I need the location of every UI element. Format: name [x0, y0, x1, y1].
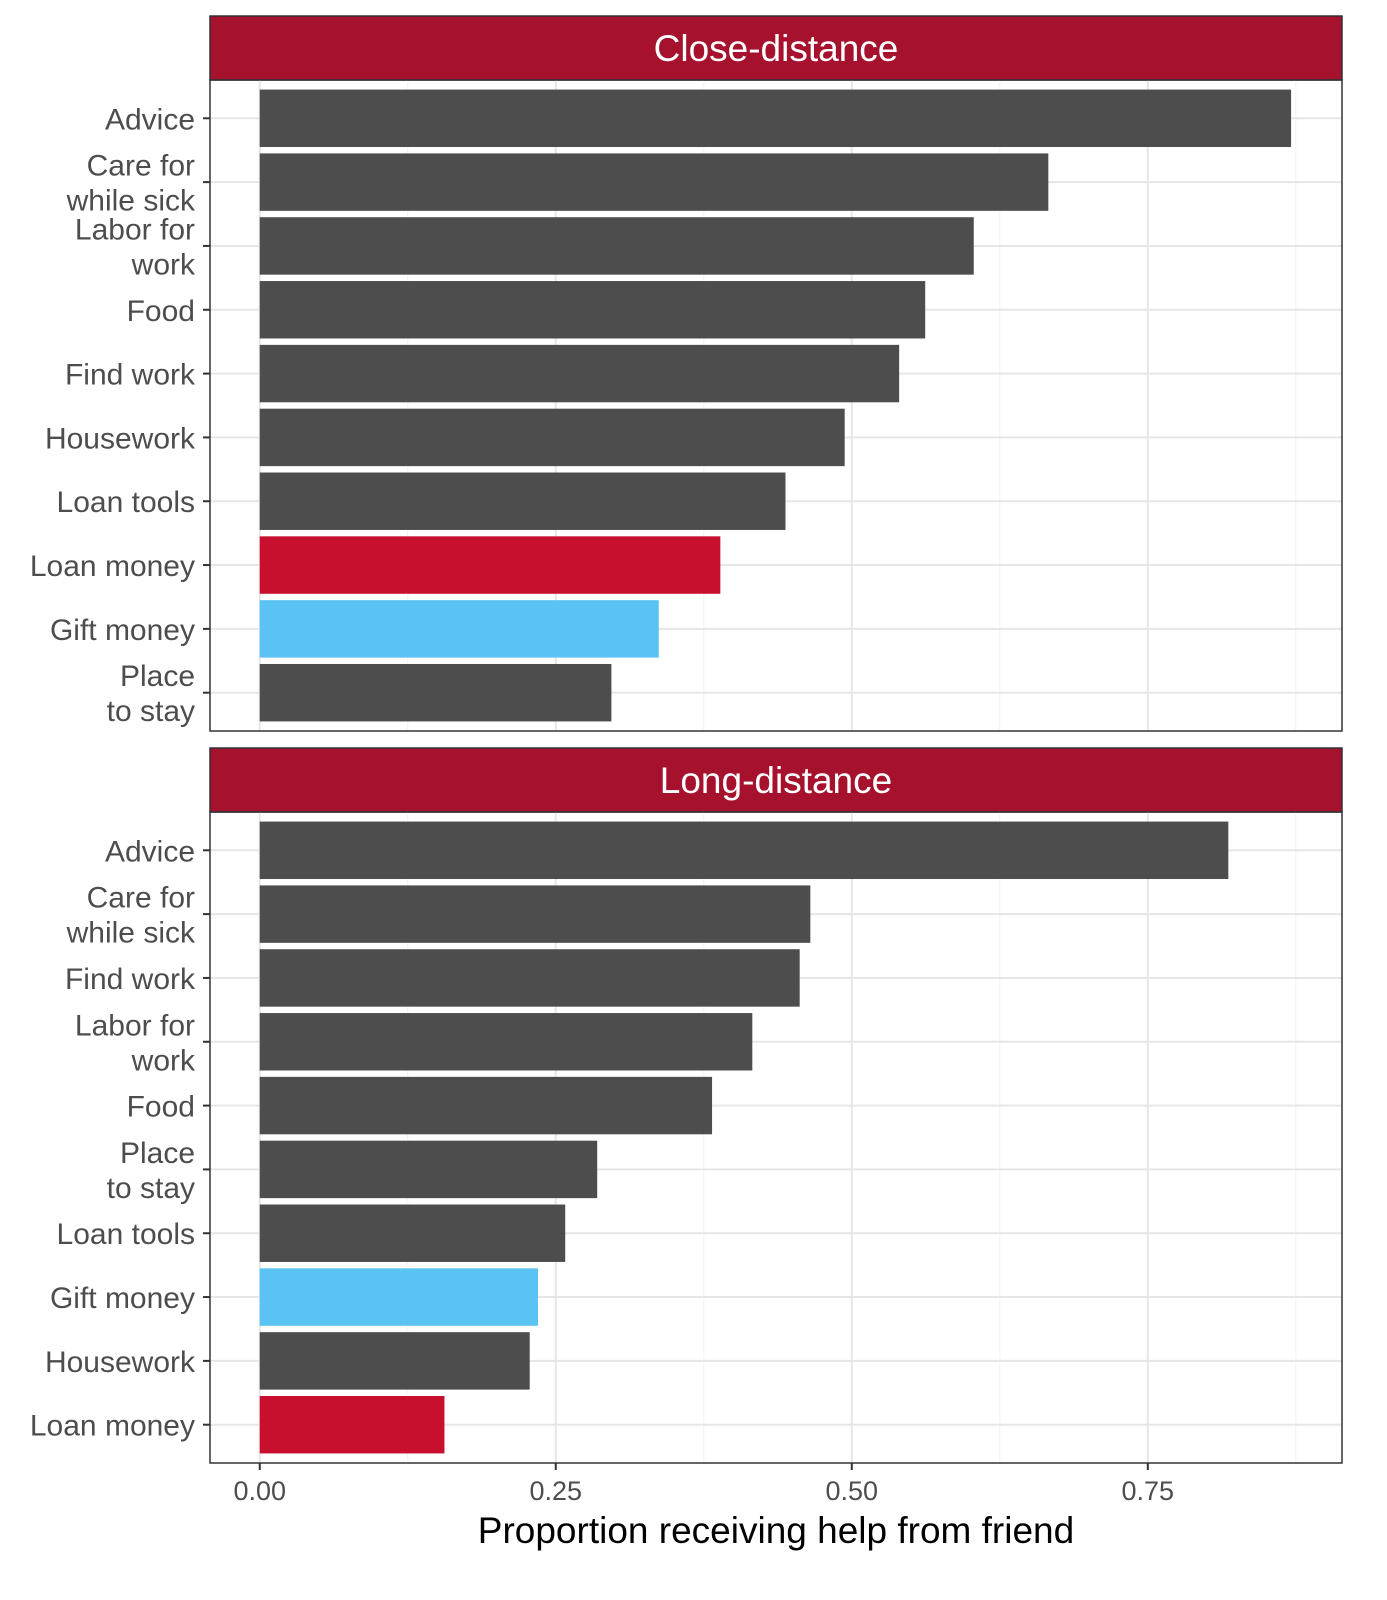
bar-place-to-stay [259, 1140, 598, 1199]
bar-housework [259, 408, 845, 467]
y-tick-label: Food [127, 1091, 195, 1124]
x-tick-label: 0.50 [826, 1476, 879, 1506]
y-tick-label: Advice [105, 103, 195, 136]
x-tick-label: 0.75 [1122, 1476, 1175, 1506]
y-tick-label: Loan money [30, 550, 195, 583]
bar-loan-money [259, 1395, 445, 1454]
y-tick-label: Housework [45, 422, 196, 455]
y-tick-label: Place to stay [107, 1137, 195, 1205]
facet-title: Close-distance [654, 28, 899, 69]
x-axis: 0.00 0.25 0.50 0.75 [233, 1463, 1174, 1506]
panel-1: Close-distance Advice Care for while sickLa… [30, 15, 1343, 732]
bar-care-for-while-sick [259, 153, 1049, 211]
bar-gift-money [259, 1268, 538, 1326]
y-tick-label: Gift money [50, 614, 195, 647]
y-tick-label: Loan money [30, 1410, 195, 1443]
bar-find-work [259, 344, 900, 403]
bar-find-work [259, 949, 800, 1007]
bar-care-for-while-sick [259, 885, 811, 943]
y-tick-label: Find work [65, 963, 196, 996]
bar-labor-for-work [259, 217, 974, 275]
bar-place-to-stay [259, 663, 612, 722]
bar-housework [259, 1332, 530, 1390]
bar-advice [259, 89, 1292, 148]
panel-border [209, 811, 1343, 1464]
y-tick-label: Care for while sick [66, 150, 196, 218]
bar-gift-money [259, 600, 659, 658]
bar-advice [259, 821, 1229, 880]
panel-border [209, 79, 1343, 732]
y-tick-label: Housework [45, 1346, 196, 1379]
y-tick-label: Gift money [50, 1282, 195, 1315]
bar-loan-tools [259, 1204, 566, 1262]
y-tick-label: Place to stay [107, 660, 195, 728]
x-axis-title: Proportion receiving help from friend [478, 1510, 1074, 1551]
panel-2: Long-distance Advice Care for while sick Fin… [30, 747, 1343, 1464]
y-tick-label: Labor for work [75, 213, 196, 281]
y-tick-label: Care for while sick [66, 882, 196, 950]
y-tick-label: Loan tools [57, 486, 195, 519]
bar-food [259, 1076, 713, 1135]
y-tick-label: Advice [105, 835, 195, 868]
x-tick-label: 0.25 [529, 1476, 582, 1506]
bar-loan-tools [259, 472, 786, 530]
y-tick-label: Food [127, 295, 195, 328]
bar-labor-for-work [259, 1013, 753, 1071]
facet-strip [209, 15, 1343, 81]
facet-title: Long-distance [660, 760, 892, 801]
bar-loan-money [259, 536, 721, 594]
bar-food [259, 281, 926, 339]
y-tick-label: Loan tools [57, 1218, 195, 1251]
y-tick-label: Find work [65, 359, 196, 392]
x-tick-label: 0.00 [233, 1476, 286, 1506]
y-tick-label: Labor for work [75, 1009, 196, 1077]
